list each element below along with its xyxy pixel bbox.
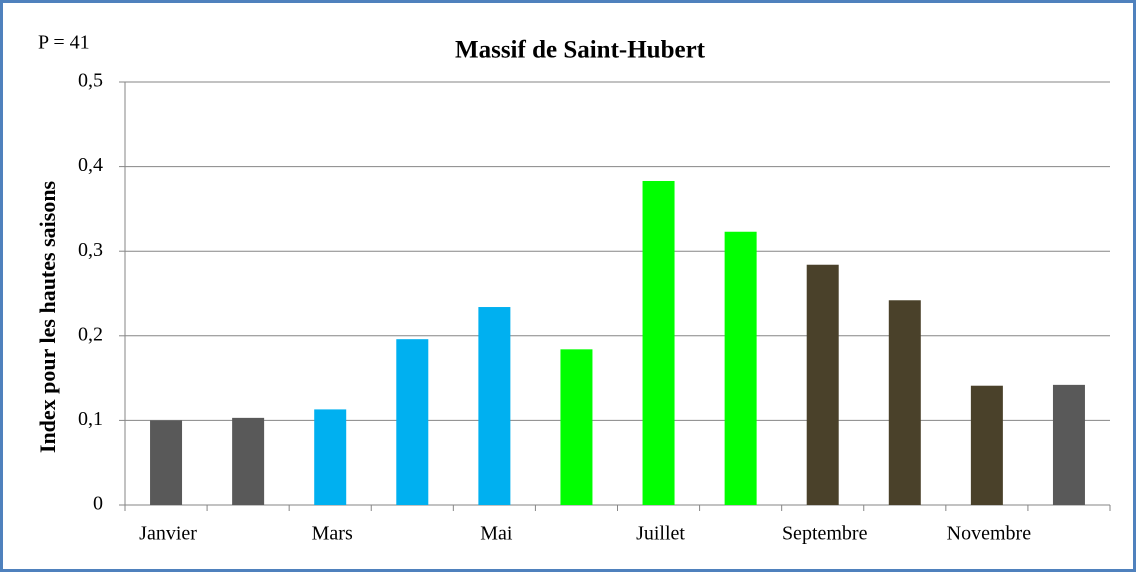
annotation: P = 41 xyxy=(38,32,90,54)
y-axis-label: Index pour les hautes saisons xyxy=(35,180,60,453)
x-tick-label: Mars xyxy=(312,523,353,545)
x-tick-label: Septembre xyxy=(782,523,868,545)
bar xyxy=(314,409,347,505)
bar xyxy=(150,420,183,505)
y-tick-label: 0,5 xyxy=(78,70,103,92)
y-tick-label: 0,3 xyxy=(78,239,103,261)
x-tick-label: Novembre xyxy=(947,523,1032,545)
bar xyxy=(232,417,265,505)
bar xyxy=(806,264,839,505)
bar xyxy=(724,231,757,505)
bar xyxy=(642,180,675,505)
bar xyxy=(1052,384,1085,505)
x-tick-label: Mai xyxy=(480,523,513,545)
x-tick-label: Janvier xyxy=(139,523,197,545)
chart-title: Massif de Saint-Hubert xyxy=(455,37,706,64)
y-tick-label: 0,1 xyxy=(78,408,103,430)
bar xyxy=(396,339,429,505)
bar xyxy=(888,300,921,505)
y-tick-label: 0 xyxy=(93,493,103,515)
bar xyxy=(478,307,511,505)
y-tick-label: 0,2 xyxy=(78,323,103,345)
bar xyxy=(970,385,1003,505)
x-tick-label: Juillet xyxy=(636,523,685,545)
bar xyxy=(560,349,593,505)
y-tick-label: 0,4 xyxy=(78,154,103,176)
